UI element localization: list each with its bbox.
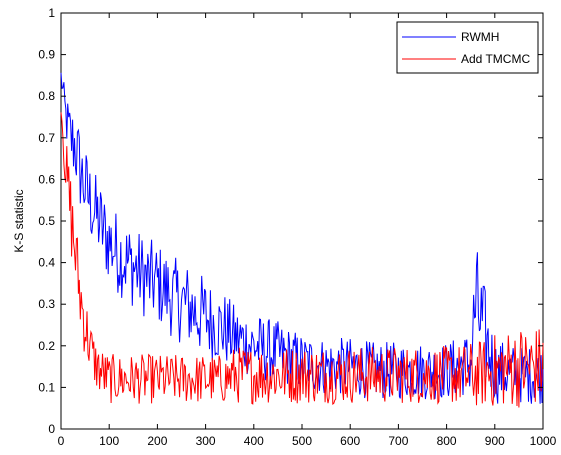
y-axis-label: K-S statistic: [12, 189, 26, 252]
x-tick-label: 700: [388, 434, 408, 448]
y-tick-label: 0.1: [38, 380, 55, 394]
x-tick-label: 100: [99, 434, 119, 448]
y-tick-label: 0.4: [38, 256, 55, 270]
x-tick-label: 0: [58, 434, 65, 448]
x-tick-label: 600: [340, 434, 360, 448]
y-tick-label: 0.7: [38, 131, 55, 145]
x-tick-label: 500: [292, 434, 312, 448]
x-tick-label: 800: [437, 434, 457, 448]
series-line-add-tmcmc: [60, 112, 544, 408]
y-tick-label: 0.6: [38, 172, 55, 186]
x-tick-label: 1000: [530, 434, 557, 448]
tick-layer: 0 100 200 300 400 500 600 700 800 900 1000 0 0.1 0.2 0…: [38, 6, 556, 448]
y-tick-label: 0.9: [38, 48, 55, 62]
legend: RWMH Add TMCMC: [396, 21, 539, 74]
series-line-rwmh: [60, 72, 544, 404]
x-tick-label: 300: [196, 434, 216, 448]
x-tick-label: 200: [147, 434, 167, 448]
y-tick-label: 1: [48, 6, 55, 20]
y-tick-label: 0.3: [38, 297, 55, 311]
legend-label-add-tmcmc: Add TMCMC: [461, 52, 530, 66]
legend-box: [396, 21, 539, 74]
y-tick-label: 0: [48, 422, 55, 436]
legend-label-rwmh: RWMH: [461, 30, 499, 44]
x-tick-label: 400: [244, 434, 264, 448]
series-layer: [60, 72, 544, 408]
y-tick-label: 0.8: [38, 89, 55, 103]
x-tick-label: 900: [485, 434, 505, 448]
y-tick-label: 0.5: [38, 214, 55, 228]
y-tick-label: 0.2: [38, 339, 55, 353]
